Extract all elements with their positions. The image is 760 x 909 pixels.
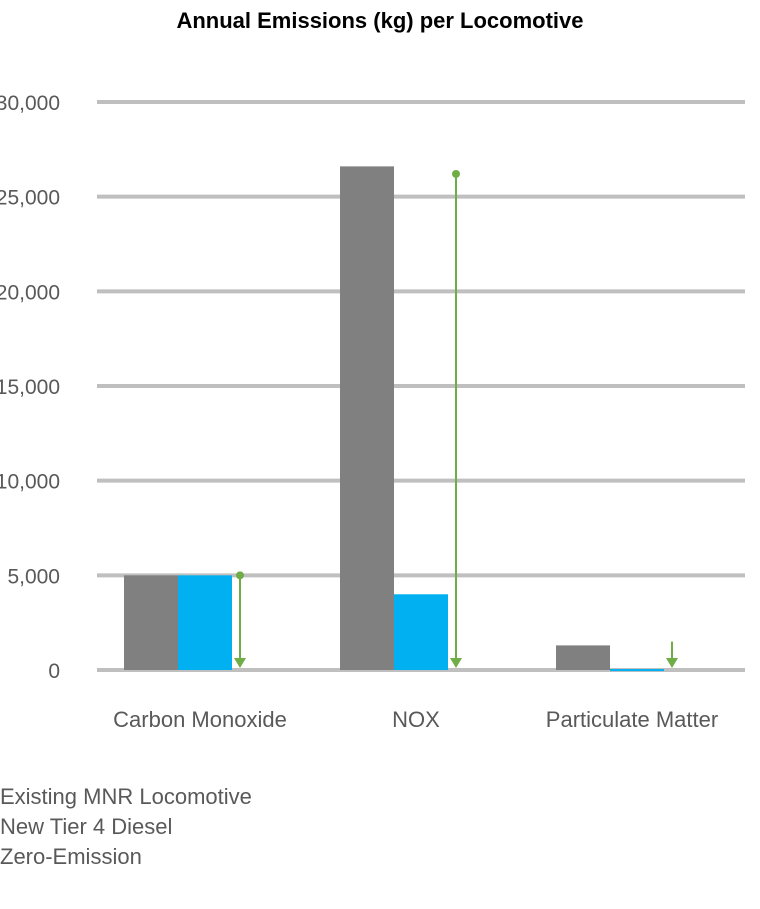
bar-tier4 [178, 575, 232, 670]
x-category-label: NOX [392, 707, 440, 732]
legend-item-tier4: New Tier 4 Diesel [0, 814, 173, 839]
reduction-arrow-start [236, 571, 244, 580]
legend-item-zero-emission: Zero-Emission [0, 844, 142, 869]
reduction-arrow-head [450, 658, 462, 668]
bars [124, 166, 664, 672]
y-tick-label: 10,000 [0, 471, 60, 494]
chart-title: Annual Emissions (kg) per Locomotive [176, 8, 584, 33]
y-tick-label: 25,000 [0, 187, 60, 210]
reduction-arrow-head [234, 658, 246, 668]
y-tick-label: 0 [48, 660, 60, 683]
bar-existing [556, 645, 610, 670]
bar-tier4 [394, 594, 448, 670]
y-tick-label: 30,000 [0, 92, 60, 115]
x-axis-categories: Carbon Monoxide NOX Particulate Matter [113, 707, 718, 732]
y-axis-ticks: 0 5,000 10,000 15,000 20,000 25,000 30,000 [0, 92, 60, 683]
x-category-label: Carbon Monoxide [113, 707, 287, 732]
reduction-arrow-head [666, 658, 678, 668]
x-category-label: Particulate Matter [546, 707, 718, 732]
y-tick-label: 15,000 [0, 376, 60, 399]
bar-existing [340, 166, 394, 670]
reduction-arrow-start [452, 169, 460, 178]
legend: Existing MNR Locomotive New Tier 4 Diese… [0, 782, 252, 872]
reduction-arrows [234, 169, 678, 668]
bar-existing [124, 575, 178, 670]
bar-tier4 [610, 669, 664, 672]
y-tick-label: 5,000 [7, 565, 60, 588]
y-tick-label: 20,000 [0, 281, 60, 304]
legend-item-existing: Existing MNR Locomotive [0, 784, 252, 809]
